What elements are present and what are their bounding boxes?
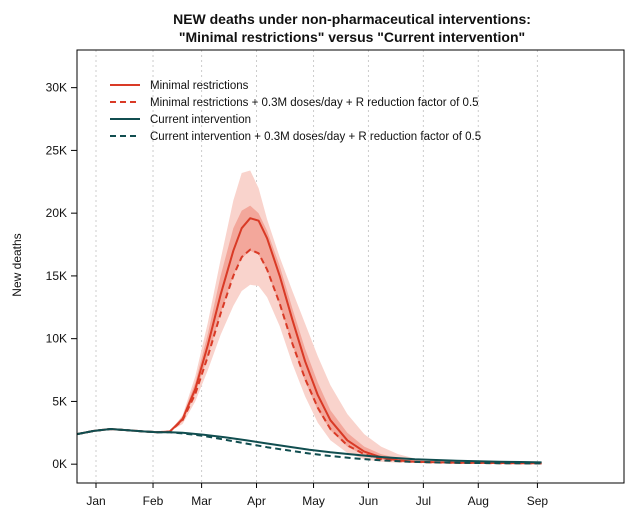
legend: Minimal restrictions Minimal restrictions… (110, 80, 481, 143)
y-tick-label: 30K (46, 81, 67, 95)
x-tick-label: Jan (86, 494, 105, 508)
y-tick-label: 5K (52, 394, 67, 408)
x-tick-label: Jul (416, 494, 431, 508)
x-tick-label: Feb (143, 494, 164, 508)
legend-label: Minimal restrictions + 0.3M doses/day + … (150, 97, 479, 109)
x-tick-label: Sep (527, 494, 549, 508)
legend-label: Current intervention (150, 114, 251, 126)
legend-label: Minimal restrictions (150, 80, 249, 92)
y-axis-label: New deaths (10, 233, 24, 296)
legend-label: Current intervention + 0.3M doses/day + … (150, 131, 481, 143)
y-tick-label: 0K (52, 457, 67, 471)
chart-title-line-1: NEW deaths under non-pharmaceutical inte… (173, 11, 531, 27)
y-tick-label: 10K (46, 332, 67, 346)
x-tick-label: Aug (468, 494, 489, 508)
plot-area: 0K 5K 10K 15K 20K 25K 30K Jan Feb Mar Apr May Jun Jul… (46, 49, 625, 508)
current-intervention-line (76, 428, 542, 464)
current-intervention-vaccine-line (76, 428, 542, 465)
y-tick-label: 25K (46, 143, 67, 157)
plot-frame (76, 49, 625, 484)
x-tick-label: Apr (247, 494, 266, 508)
y-tick-label: 20K (46, 206, 67, 220)
confidence-band-outer (169, 170, 542, 464)
x-tick-label: Mar (191, 494, 212, 508)
x-tick-label: Jun (359, 494, 378, 508)
y-tick-label: 15K (46, 269, 67, 283)
chart-title-line-2: "Minimal restrictions" versus "Current i… (179, 29, 525, 45)
x-tick-label: May (302, 494, 325, 508)
